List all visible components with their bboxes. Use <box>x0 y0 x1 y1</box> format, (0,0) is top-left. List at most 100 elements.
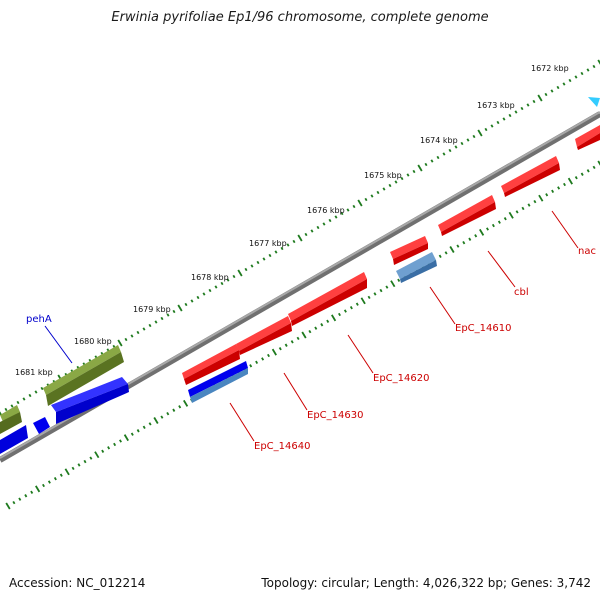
outer-tick-1 <box>4 407 8 412</box>
outer-tick-72 <box>430 159 434 163</box>
inner-tick-78 <box>468 237 472 241</box>
gene-cbl <box>438 195 496 236</box>
outer-tick-45 <box>268 253 272 258</box>
inner-tick-10 <box>64 468 70 476</box>
inner-tick-65 <box>390 280 396 288</box>
gene-epc-14610-red <box>390 236 428 265</box>
outer-tick-26 <box>154 320 158 324</box>
tick-label-1675: 1675 kbp <box>364 171 402 180</box>
outer-tick-40 <box>237 269 243 277</box>
outer-tick-41 <box>244 267 248 272</box>
outer-tick-62 <box>370 194 374 198</box>
leader-cbl <box>487 250 516 288</box>
inner-tick-90 <box>538 194 544 202</box>
inner-tick-6 <box>42 483 45 488</box>
tick-label-1674: 1674 kbp <box>420 136 458 145</box>
inner-tick-73 <box>438 254 442 259</box>
gene-epc-14630 <box>236 316 292 355</box>
outer-tick-85 <box>508 113 512 118</box>
outer-tick-54 <box>322 222 326 226</box>
outer-tick-56 <box>334 215 338 219</box>
label-epc-14620: EpC_14620 <box>373 373 429 384</box>
outer-tick-61 <box>364 197 368 202</box>
outer-tick-64 <box>382 187 386 191</box>
inner-tick-96 <box>574 176 578 180</box>
inner-tick-79 <box>474 234 478 238</box>
outer-tick-52 <box>310 229 314 233</box>
inner-tick-11 <box>71 466 75 471</box>
inner-tick-80 <box>479 228 485 236</box>
leader-epc-14630 <box>283 372 308 411</box>
outer-tick-66 <box>394 180 398 184</box>
inner-tick-14 <box>89 456 93 460</box>
label-nac: nac <box>578 246 596 257</box>
outer-tick-63 <box>376 190 380 195</box>
inner-tick-16 <box>101 449 105 453</box>
inner-tick-13 <box>83 459 87 464</box>
inner-tick-23 <box>142 425 146 430</box>
inner-tick-46 <box>278 347 282 351</box>
outer-tick-71 <box>424 162 428 167</box>
inner-tick-45 <box>271 348 277 356</box>
inner-tick-44 <box>267 353 270 358</box>
outer-tick-30 <box>177 304 183 312</box>
outer-tick-69 <box>412 169 416 174</box>
tick-label-1676: 1676 kbp <box>307 206 345 215</box>
inner-tick-81 <box>486 227 489 231</box>
outer-tick-77 <box>460 141 464 146</box>
outer-tick-38 <box>226 278 230 282</box>
outer-tick-49 <box>292 239 296 244</box>
outer-tick-86 <box>514 110 518 114</box>
inner-tick-95 <box>567 177 573 185</box>
inner-tick-5 <box>35 485 41 493</box>
outer-tick-84 <box>502 117 506 121</box>
inner-tick-50 <box>301 331 307 339</box>
inner-tick-18 <box>113 442 117 447</box>
tick-label-1678: 1678 kbp <box>191 273 229 282</box>
inner-tick-77 <box>462 240 466 245</box>
outer-tick-39 <box>232 274 236 279</box>
tick-label-1679: 1679 kbp <box>133 305 171 314</box>
outer-tick-92 <box>550 89 554 93</box>
outer-tick-53 <box>316 225 320 230</box>
outer-tick-65 <box>388 183 392 188</box>
inner-tick-54 <box>326 319 330 323</box>
tick-label-1681: 1681 kbp <box>15 368 53 377</box>
gene-blue-3 <box>51 377 129 424</box>
accession-text: Accession: NC_012214 <box>9 576 146 590</box>
outer-tick-37 <box>220 281 224 286</box>
outer-tick-32 <box>190 299 194 303</box>
inner-tick-9 <box>59 473 63 477</box>
outer-tick-27 <box>160 316 164 321</box>
marker-triangle <box>588 97 600 107</box>
outer-tick-99 <box>592 64 596 69</box>
label-peha: pehA <box>26 314 52 325</box>
outer-tick-7 <box>40 386 44 391</box>
inner-tick-24 <box>148 422 152 426</box>
outer-tick-42 <box>250 264 254 268</box>
outer-tick-97 <box>580 71 584 76</box>
inner-tick-12 <box>77 463 81 467</box>
inner-tick-ring <box>5 160 600 510</box>
inner-tick-52 <box>314 326 318 330</box>
inner-tick-1 <box>12 500 16 505</box>
outer-tick-48 <box>286 243 290 247</box>
outer-tick-93 <box>556 85 560 90</box>
outer-tick-6 <box>34 390 38 394</box>
outer-tick-83 <box>496 120 500 125</box>
inner-tick-87 <box>521 206 525 211</box>
gene-green-2 <box>43 345 124 406</box>
inner-tick-82 <box>491 223 495 228</box>
inner-tick-3 <box>24 494 28 498</box>
outer-tick-4 <box>22 397 26 401</box>
outer-tick-94 <box>562 82 566 86</box>
outer-tick-91 <box>544 92 548 97</box>
inner-tick-93 <box>557 186 561 190</box>
outer-tick-3 <box>16 400 20 405</box>
outer-tick-98 <box>586 68 590 72</box>
outer-tick-22 <box>130 334 134 338</box>
inner-tick-0 <box>5 502 11 510</box>
inner-tick-91 <box>545 193 549 197</box>
inner-tick-66 <box>397 278 401 282</box>
